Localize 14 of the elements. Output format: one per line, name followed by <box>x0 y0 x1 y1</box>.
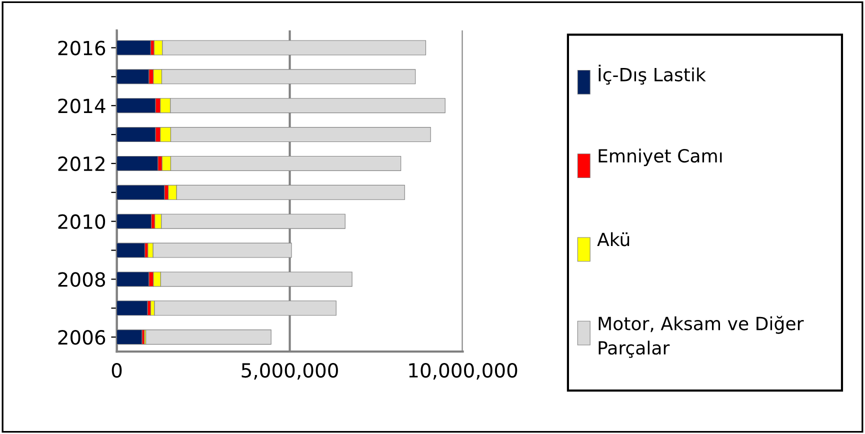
x-tick-label: 0 <box>112 362 122 378</box>
legend-label: Akü <box>597 232 630 246</box>
y-tick-label: 2010 <box>58 214 106 230</box>
y-tick-label: 2012 <box>58 156 104 172</box>
y-tick-label: 2016 <box>58 40 106 56</box>
y-tick-label: 2006 <box>58 330 106 345</box>
x-tick-label: 10,000,000 <box>409 362 518 380</box>
legend-label: İç-Dış Lastik <box>598 64 706 85</box>
bar <box>146 330 272 345</box>
y-tick-label: 2008 <box>58 272 106 287</box>
legend-label: Motor, Aksam ve Diğer Parçalar <box>598 316 804 358</box>
y-tick-label: 2014 <box>58 98 106 114</box>
legend-label: Emniyet Camı <box>598 148 722 166</box>
x-tick-label: 5,000,000 <box>242 362 338 380</box>
